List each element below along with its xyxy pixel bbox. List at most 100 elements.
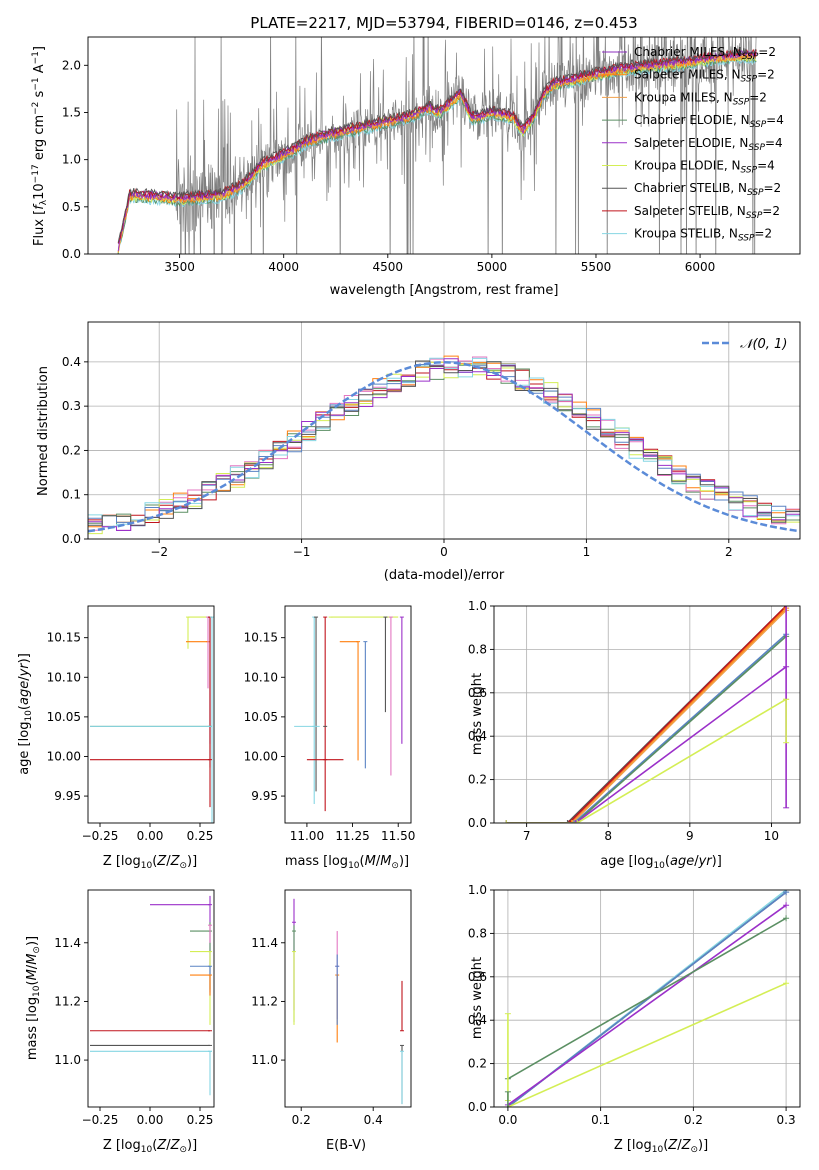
x-tick-label: −1 bbox=[293, 545, 311, 559]
y-tick-label: 0.4 bbox=[468, 1013, 487, 1027]
axes-frame: 3500 4000 4500 5000 5500 6000 0.0 0.5 1.0 1.5 2.0 bbox=[62, 36, 801, 274]
histogram-ylabel: Normed distribution bbox=[36, 366, 51, 496]
legend-label-main: Kroupa STELIB, N bbox=[634, 227, 738, 241]
y-tick-label: 0.2 bbox=[468, 773, 487, 787]
weight-line-blue bbox=[506, 633, 787, 823]
axes-border bbox=[493, 889, 801, 1108]
legend-label-sub: SSP bbox=[733, 97, 750, 107]
legend-label-sub: SSP bbox=[738, 234, 755, 244]
x-tick-label: 7 bbox=[523, 829, 531, 843]
legend-label-value: =2 bbox=[764, 181, 782, 195]
y-tick-label: 10.00 bbox=[47, 749, 81, 763]
x-tick-label: 11.50 bbox=[381, 829, 415, 843]
axes-frame: −2 −1 0 1 2 0.0 0.1 0.2 0.3 0.4 bbox=[62, 321, 801, 559]
x-tick-label: 3500 bbox=[164, 260, 195, 274]
mass-vs-metallicity-panel: Z [log10(Z/Z⊙)] mass [log10(M/M⊙)] −0.25… bbox=[25, 889, 215, 1155]
weight-z-ylabel: mass weight bbox=[470, 957, 485, 1039]
legend-label: Salpeter MILES, NSSP=2 bbox=[634, 68, 775, 85]
mass-ebv-xlabel: E(B-V) bbox=[326, 1138, 366, 1153]
x-tick-label: 0.2 bbox=[292, 1113, 311, 1127]
legend-label-value: =4 bbox=[757, 159, 775, 173]
model-spectrum-chabrier-stelib bbox=[117, 48, 757, 243]
y-tick-label: 10.05 bbox=[47, 710, 81, 724]
y-tick-label: 0.5 bbox=[62, 200, 81, 214]
histogram-chabrier-stelib bbox=[88, 360, 800, 526]
y-tick-label: 0.4 bbox=[62, 355, 81, 369]
weight-marker bbox=[569, 820, 576, 823]
y-tick-label: 0.8 bbox=[468, 926, 487, 940]
normal-distribution-curve bbox=[88, 361, 800, 533]
weight-marker bbox=[783, 915, 790, 922]
weight-marker bbox=[564, 820, 571, 823]
massweight-vs-age-panel: age [log10(age/yr)] mass weight 7 8 9 10 0.0… bbox=[468, 599, 801, 871]
x-tick-label: 11.25 bbox=[335, 829, 369, 843]
weight-marker bbox=[783, 902, 790, 909]
weight-line-kroupa-elodie bbox=[507, 982, 787, 1107]
normal-legend-label: 𝒩(0, 1) bbox=[740, 337, 787, 352]
x-tick-label: 0.25 bbox=[187, 1113, 214, 1127]
spectrum-title: PLATE=2217, MJD=53794, FIBERID=0146, z=0… bbox=[250, 14, 637, 32]
x-tick-label: 5000 bbox=[477, 260, 508, 274]
residual-histogram-panel: (data-model)/error Normed distribution 𝒩… bbox=[36, 321, 801, 583]
y-tick-label: 10.15 bbox=[47, 631, 81, 645]
x-tick-label: 0.3 bbox=[777, 1113, 796, 1127]
x-tick-label: 6000 bbox=[685, 260, 716, 274]
spectrum-xlabel: wavelength [Angstrom, rest frame] bbox=[330, 283, 559, 298]
weight-line-kroupa-elodie bbox=[506, 698, 787, 823]
weight-line-chabrier-elodie bbox=[507, 917, 787, 1080]
axes-frame: −0.25 0.00 0.25 11.0 11.2 11.4 bbox=[54, 889, 215, 1127]
age-vs-metallicity-panel: Z [log10(Z/Z⊙)] age [log10(age/yr)] −0.2… bbox=[17, 605, 215, 871]
histogram-xlabel: (data-model)/error bbox=[384, 568, 505, 583]
age-z-xlabel: Z [log10(Z/Z⊙)] bbox=[103, 854, 197, 871]
x-tick-label: −0.25 bbox=[82, 829, 119, 843]
axes-frame: 11.00 11.25 11.50 9.95 10.00 10.05 10.10 10.15 bbox=[244, 605, 415, 843]
legend-label-value: =2 bbox=[749, 90, 767, 104]
weight-line-salpeter-elodie bbox=[506, 666, 787, 823]
weight-marker bbox=[570, 820, 577, 823]
y-tick-label: 1.0 bbox=[468, 883, 487, 897]
legend-label: Chabrier STELIB, NSSP=2 bbox=[634, 181, 781, 198]
y-tick-label: 10.10 bbox=[47, 670, 81, 684]
x-tick-label: 0.00 bbox=[137, 1113, 164, 1127]
x-tick-label: 0.2 bbox=[684, 1113, 703, 1127]
weight-marker bbox=[503, 820, 510, 823]
y-tick-label: 0.0 bbox=[62, 247, 81, 261]
y-tick-label: 0.0 bbox=[62, 532, 81, 546]
y-tick-label: 0.6 bbox=[468, 970, 487, 984]
legend-label-value: =4 bbox=[765, 136, 783, 150]
x-tick-label: 0.1 bbox=[591, 1113, 610, 1127]
mass-z-xlabel: Z [log10(Z/Z⊙)] bbox=[103, 1138, 197, 1155]
axes-border bbox=[284, 889, 412, 1108]
legend-label-main: Chabrier ELODIE, N bbox=[634, 113, 750, 127]
legend-label-value: =4 bbox=[766, 113, 784, 127]
legend-label-main: Salpeter MILES, N bbox=[634, 68, 741, 82]
y-tick-label: 10.05 bbox=[244, 710, 278, 724]
y-tick-label: 0.1 bbox=[62, 488, 81, 502]
y-tick-label: 10.15 bbox=[244, 631, 278, 645]
x-tick-label: 0 bbox=[440, 545, 448, 559]
y-tick-label: 0.8 bbox=[468, 642, 487, 656]
axes-border bbox=[87, 605, 215, 824]
axes-border bbox=[87, 889, 215, 1108]
y-tick-label: 0.3 bbox=[62, 399, 81, 413]
weight-line-chabrier-elodie bbox=[506, 635, 787, 823]
y-tick-label: 1.5 bbox=[62, 105, 81, 119]
weight-line-salpeter-miles bbox=[506, 607, 787, 823]
histogram-salpeter-elodie bbox=[88, 358, 800, 531]
legend-label-main: Kroupa ELODIE, N bbox=[634, 159, 741, 173]
axes-frame: −0.25 0.00 0.25 9.95 10.00 10.05 10.10 10.15 bbox=[47, 605, 215, 843]
x-tick-label: 1 bbox=[583, 545, 591, 559]
x-tick-label: −0.25 bbox=[82, 1113, 119, 1127]
x-tick-label: 10 bbox=[764, 829, 779, 843]
x-tick-label: 4000 bbox=[268, 260, 299, 274]
age-z-ylabel: age [log10(age/yr)] bbox=[17, 653, 34, 775]
axes-frame: 0.2 0.4 11.0 11.2 11.4 bbox=[251, 889, 412, 1127]
x-tick-label: 0.00 bbox=[137, 829, 164, 843]
legend-label-sub: SSP bbox=[741, 166, 758, 176]
legend-label-sub: SSP bbox=[750, 120, 767, 130]
legend-label-sub: SSP bbox=[747, 188, 764, 198]
legend-label: Kroupa ELODIE, NSSP=4 bbox=[634, 159, 775, 176]
legend-label-sub: SSP bbox=[742, 52, 759, 62]
spectrum-panel: PLATE=2217, MJD=53794, FIBERID=0146, z=0… bbox=[31, 14, 801, 298]
